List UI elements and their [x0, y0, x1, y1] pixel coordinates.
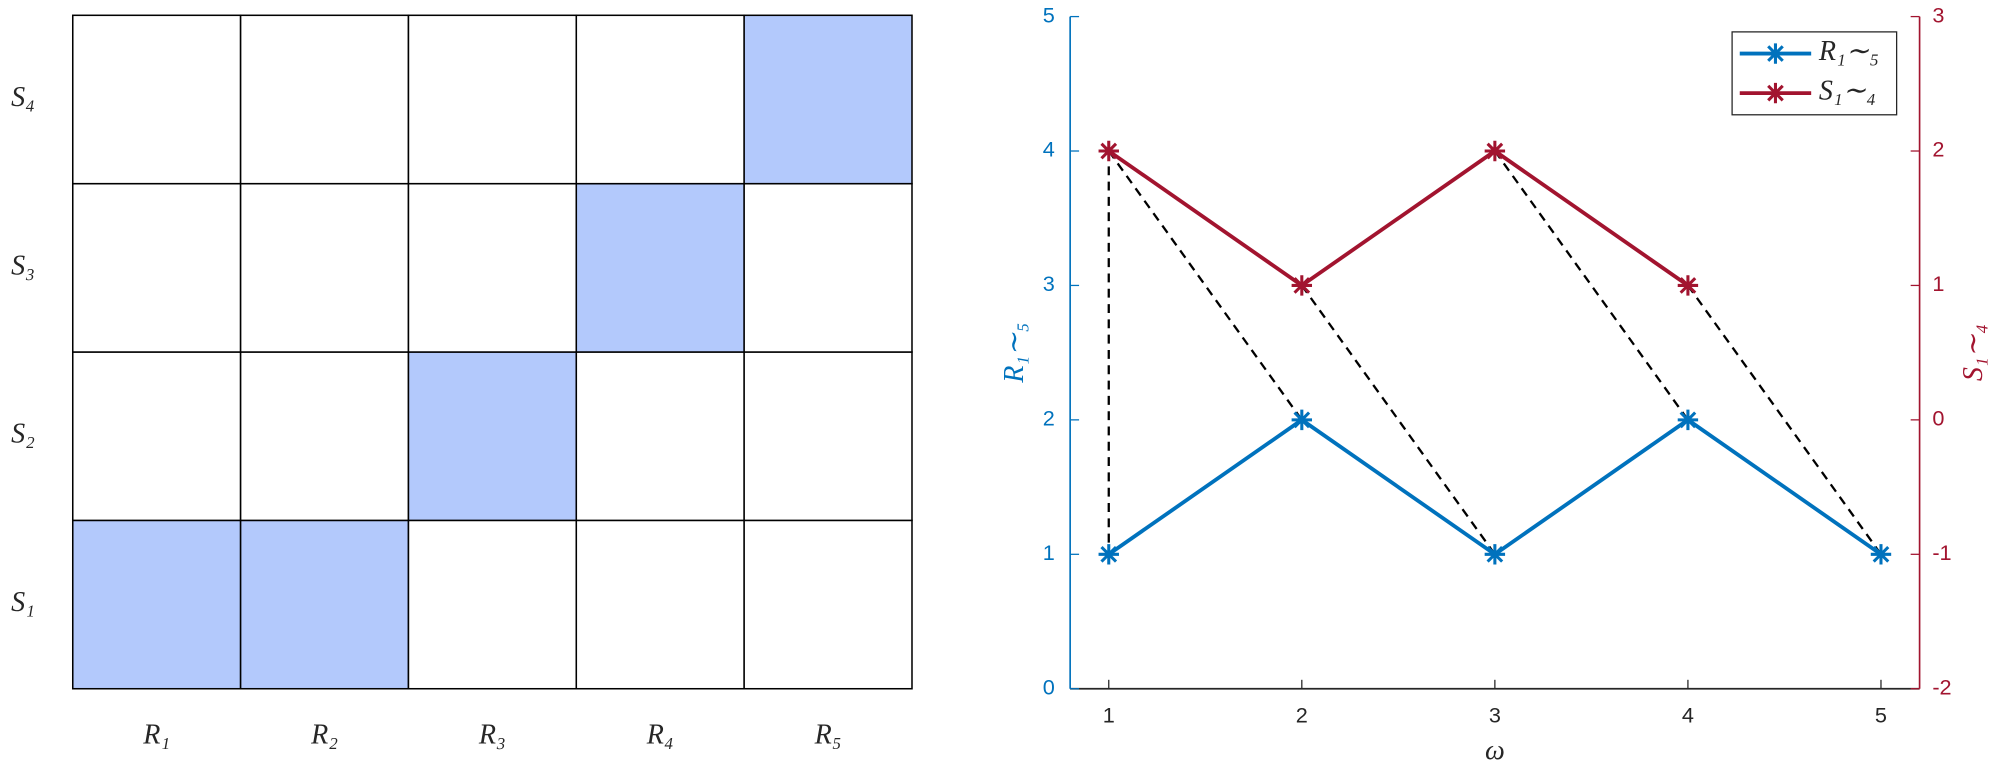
y2-tick-label: 1: [1932, 271, 1944, 296]
y-tick-label: S₂: [11, 419, 35, 450]
x-axis-label: ω: [1485, 735, 1505, 766]
grid-cell: [71, 519, 242, 690]
grid-cell: [407, 351, 578, 522]
legend-marker: [1765, 43, 1786, 64]
grid-cell: [407, 14, 578, 185]
y-tick-label: 5: [1043, 2, 1055, 27]
series-line: [1107, 417, 1883, 557]
y2-axis-label: S₁∼₄: [1958, 324, 1989, 381]
y-axis-label: R₁∼₅: [999, 323, 1030, 384]
grid-cell: [743, 182, 913, 353]
x-tick-label: 4: [1682, 703, 1694, 728]
y-tick-label: S₄: [11, 82, 35, 113]
grid-cell: [71, 14, 242, 185]
grid-cell: [575, 14, 745, 185]
x-tick-label: 3: [1489, 703, 1501, 728]
legend-box: [1731, 31, 1898, 116]
marker: [1484, 140, 1506, 162]
y2-tick-label: -2: [1932, 674, 1951, 699]
x-tick-label: 5: [1875, 703, 1887, 728]
grid-cell: [743, 14, 913, 185]
y-tick-label: 2: [1043, 406, 1055, 431]
x-tick-label: R₂: [310, 720, 338, 751]
grid-cell: [743, 519, 913, 690]
grid-cell: [239, 14, 410, 185]
marker: [1677, 409, 1699, 431]
y2-tick-label: 3: [1932, 2, 1944, 27]
marker: [1870, 544, 1892, 565]
x-tick-label: 2: [1296, 703, 1308, 728]
marker: [1098, 544, 1119, 565]
marker: [1291, 275, 1313, 296]
grid-cell: [743, 351, 913, 522]
x-tick-label: R₅: [814, 720, 842, 751]
grid-cell: [575, 351, 745, 522]
connection: [1686, 284, 1882, 555]
y2-tick-label: -1: [1932, 540, 1951, 565]
marker: [1484, 544, 1506, 565]
y-tick-label: 3: [1043, 271, 1055, 296]
x-tick-label: R₃: [478, 720, 506, 751]
grid-cell: [71, 182, 242, 353]
y-tick-label: 4: [1043, 137, 1055, 162]
series-line: [1107, 148, 1690, 288]
legend-label: R₁∼₅: [1818, 36, 1879, 67]
marker: [1098, 140, 1119, 162]
marker: [1677, 275, 1699, 296]
grid-cell: [239, 519, 410, 690]
grid-cell: [71, 351, 242, 522]
x-tick-label: R₄: [646, 720, 674, 751]
grid-cell: [239, 182, 410, 353]
grid-cell: [575, 519, 745, 690]
grid-cell: [239, 351, 410, 522]
legend: R₁∼₅ S₁∼₄: [1731, 31, 1898, 116]
legend-marker: [1765, 82, 1786, 104]
connection: [1300, 284, 1496, 555]
connection: [1493, 150, 1689, 421]
x-tick-label: 1: [1103, 703, 1115, 728]
x-tick-label: R₁: [142, 720, 170, 751]
connection: [1107, 150, 1303, 421]
y-tick-label: S₁: [11, 587, 35, 618]
y2-tick-label: 0: [1932, 406, 1944, 431]
grid-cell: [575, 182, 745, 353]
grid-cell: [407, 519, 578, 690]
legend-label: S₁∼₄: [1819, 76, 1876, 107]
grid-cell: [407, 182, 578, 353]
marker: [1291, 409, 1313, 431]
y2-tick-label: 2: [1932, 137, 1944, 162]
y-tick-label: 0: [1043, 674, 1055, 699]
y-tick-label: 1: [1043, 540, 1055, 565]
y-tick-label: S₃: [11, 250, 35, 281]
